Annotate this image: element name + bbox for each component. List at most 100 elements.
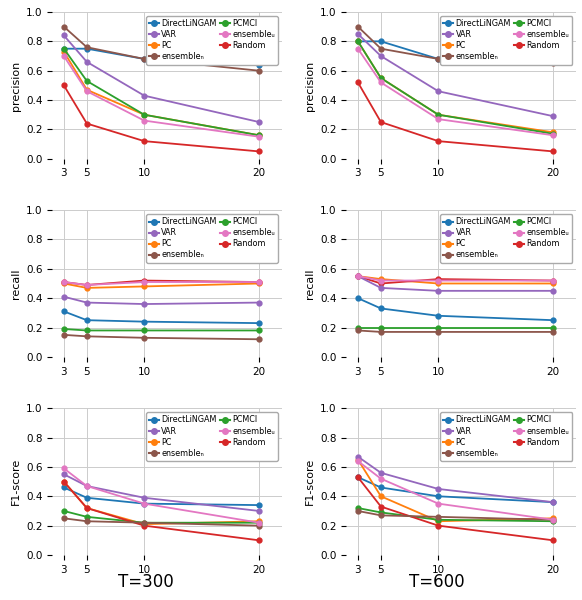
Line: Random: Random	[356, 475, 556, 543]
Line: PC: PC	[62, 49, 261, 138]
PC	[83, 284, 90, 292]
Random	[255, 537, 262, 544]
Y-axis label: F1-score: F1-score	[304, 458, 315, 505]
Line: VAR: VAR	[356, 454, 556, 505]
Line: VAR: VAR	[356, 32, 556, 119]
PCMCI	[61, 45, 68, 52]
PCMCI	[377, 509, 384, 516]
DirectLiNGAM	[83, 494, 90, 502]
VAR	[354, 453, 361, 460]
DirectLiNGAM	[377, 38, 384, 45]
Random	[141, 277, 148, 284]
PCMCI	[435, 516, 442, 523]
ensembleᵤ	[354, 272, 361, 280]
Line: ensembleᵤ: ensembleᵤ	[62, 466, 261, 525]
Line: ensembleₙ: ensembleₙ	[356, 328, 556, 334]
Line: ensembleᵤ: ensembleᵤ	[356, 458, 556, 522]
PCMCI	[83, 513, 90, 520]
VAR	[550, 499, 557, 506]
PCMCI	[377, 324, 384, 331]
Line: Random: Random	[356, 274, 556, 286]
VAR	[550, 113, 557, 120]
PCMCI	[255, 519, 262, 526]
Random	[435, 522, 442, 529]
VAR	[377, 284, 384, 292]
Line: Random: Random	[62, 479, 261, 543]
PC	[550, 515, 557, 522]
PC	[377, 74, 384, 82]
Random	[435, 275, 442, 283]
Line: Random: Random	[62, 278, 261, 287]
Line: PC: PC	[356, 457, 556, 524]
ensembleₙ	[354, 508, 361, 515]
ensembleᵤ	[141, 278, 148, 286]
ensembleᵤ	[83, 88, 90, 95]
VAR	[435, 485, 442, 493]
PC	[61, 478, 68, 485]
DirectLiNGAM	[255, 502, 262, 509]
ensembleₙ	[377, 45, 384, 52]
Random	[377, 118, 384, 125]
ensembleᵤ	[435, 277, 442, 284]
PCMCI	[354, 38, 361, 45]
VAR	[255, 508, 262, 515]
Line: PCMCI: PCMCI	[62, 326, 261, 333]
ensembleᵤ	[141, 500, 148, 507]
ensembleᵤ	[61, 52, 68, 59]
PCMCI	[255, 131, 262, 139]
Y-axis label: recall: recall	[10, 268, 20, 299]
PC	[83, 86, 90, 94]
PC	[141, 283, 148, 290]
ensembleₙ	[61, 515, 68, 522]
PCMCI	[141, 327, 148, 334]
ensembleₙ	[83, 518, 90, 525]
VAR	[255, 118, 262, 125]
VAR	[141, 92, 148, 99]
DirectLiNGAM	[354, 38, 361, 45]
DirectLiNGAM	[550, 499, 557, 506]
ensembleᵤ	[550, 131, 557, 139]
PC	[255, 518, 262, 525]
DirectLiNGAM	[354, 473, 361, 481]
Random	[61, 478, 68, 485]
PC	[435, 518, 442, 525]
VAR	[61, 470, 68, 478]
PCMCI	[141, 519, 148, 526]
ensembleₙ	[255, 335, 262, 343]
PCMCI	[83, 327, 90, 334]
Line: ensembleₙ: ensembleₙ	[62, 24, 261, 73]
Line: ensembleₙ: ensembleₙ	[356, 24, 556, 66]
PC	[255, 131, 262, 139]
Line: DirectLiNGAM: DirectLiNGAM	[356, 39, 556, 61]
Line: PCMCI: PCMCI	[62, 46, 261, 138]
ensembleₙ	[141, 55, 148, 62]
VAR	[255, 299, 262, 306]
Line: DirectLiNGAM: DirectLiNGAM	[62, 485, 261, 508]
Random	[377, 280, 384, 287]
PC	[435, 280, 442, 287]
PC	[354, 272, 361, 280]
ensembleₙ	[141, 519, 148, 526]
Legend: DirectLiNGAM, VAR, PC, ensembleₙ, PCMCI, ensembleᵤ, Random, : DirectLiNGAM, VAR, PC, ensembleₙ, PCMCI,…	[440, 214, 572, 263]
VAR	[435, 287, 442, 295]
DirectLiNGAM	[377, 484, 384, 491]
DirectLiNGAM	[83, 317, 90, 324]
PCMCI	[61, 325, 68, 332]
Line: DirectLiNGAM: DirectLiNGAM	[62, 309, 261, 326]
Line: Random: Random	[356, 80, 556, 154]
VAR	[550, 287, 557, 295]
ensembleₙ	[435, 328, 442, 335]
Line: Random: Random	[62, 83, 261, 154]
Legend: DirectLiNGAM, VAR, PC, ensembleₙ, PCMCI, ensembleᵤ, Random, : DirectLiNGAM, VAR, PC, ensembleₙ, PCMCI,…	[440, 412, 572, 461]
DirectLiNGAM	[550, 317, 557, 324]
PC	[377, 275, 384, 283]
Random	[377, 503, 384, 510]
DirectLiNGAM	[61, 308, 68, 315]
ensembleₙ	[377, 328, 384, 335]
PC	[435, 111, 442, 118]
VAR	[354, 31, 361, 38]
Random	[354, 79, 361, 86]
Random	[141, 522, 148, 529]
Line: VAR: VAR	[356, 274, 556, 293]
DirectLiNGAM	[141, 500, 148, 507]
